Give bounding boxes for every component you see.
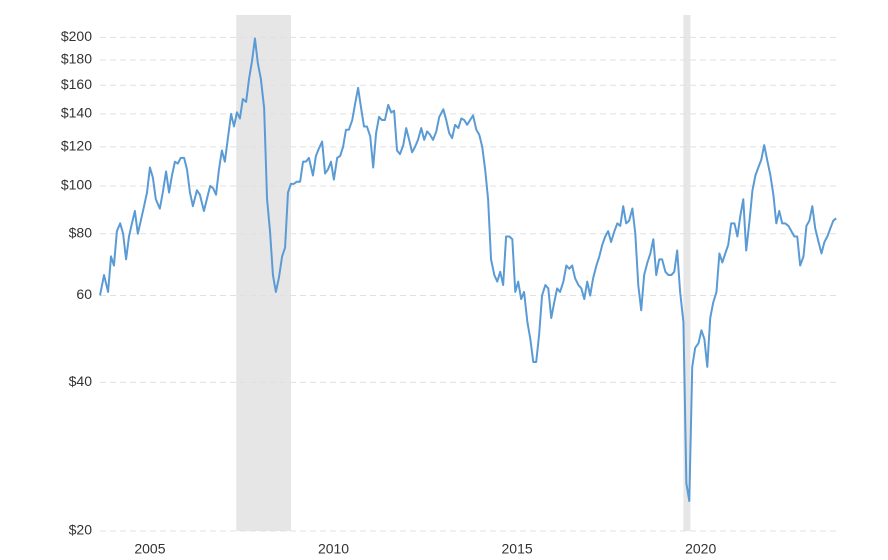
y-tick-label: $160 — [61, 76, 92, 92]
shaded-range — [236, 15, 291, 531]
x-tick-label: 2020 — [685, 541, 716, 557]
y-tick-label: $180 — [61, 51, 92, 67]
shaded-range — [683, 15, 691, 531]
x-tick-label: 2010 — [318, 541, 349, 557]
y-tick-label: 60 — [76, 286, 92, 302]
y-tick-label: $120 — [61, 138, 92, 154]
y-tick-label: $20 — [69, 522, 93, 538]
y-tick-label: $100 — [61, 177, 92, 193]
y-tick-label: $140 — [61, 105, 92, 121]
x-tick-label: 2015 — [502, 541, 533, 557]
y-tick-label: $80 — [69, 225, 93, 241]
x-tick-label: 2005 — [134, 541, 165, 557]
price-line — [99, 37, 837, 503]
y-tick-label: $200 — [61, 28, 92, 44]
y-tick-label: $40 — [69, 373, 93, 389]
